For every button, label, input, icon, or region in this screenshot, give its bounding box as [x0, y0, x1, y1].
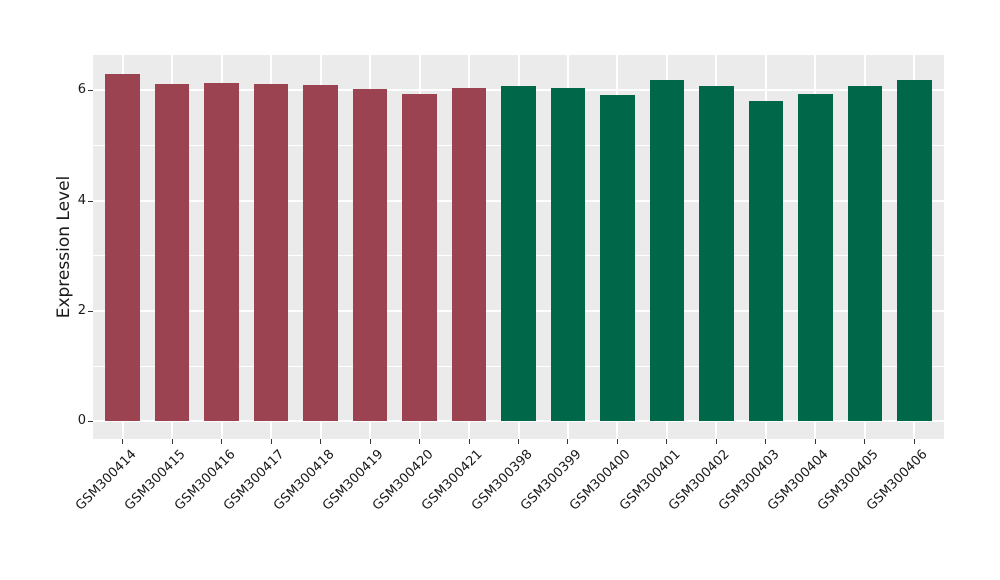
x-tick-mark: [616, 439, 618, 444]
bar: [154, 84, 190, 422]
y-tick-mark: [88, 421, 93, 423]
x-tick-mark: [221, 439, 223, 444]
y-tick-label: 4: [77, 192, 86, 208]
y-tick-mark: [88, 311, 93, 312]
bar: [451, 87, 487, 422]
bar: [748, 101, 784, 422]
x-tick-mark: [270, 439, 272, 444]
y-tick-mark: [88, 90, 93, 92]
x-tick-mark: [715, 439, 717, 444]
bar: [550, 88, 586, 422]
x-tick-mark: [419, 439, 421, 444]
x-tick-mark: [320, 439, 322, 444]
bar: [600, 94, 635, 422]
bar: [352, 89, 388, 422]
y-tick-label: 0: [77, 413, 86, 429]
bar: [253, 83, 289, 422]
bar: [303, 84, 338, 422]
bar: [204, 82, 239, 422]
bar: [501, 86, 536, 422]
y-tick-mark: [88, 200, 93, 202]
x-tick-mark: [518, 439, 519, 444]
bar: [105, 74, 140, 422]
bar: [798, 93, 833, 422]
bar: [896, 80, 932, 422]
y-tick-label: 2: [77, 303, 86, 318]
x-tick-mark: [666, 439, 668, 444]
x-tick-mark: [814, 439, 816, 444]
bar: [649, 79, 685, 422]
x-tick-mark: [369, 439, 371, 444]
x-tick-mark: [913, 439, 915, 444]
x-tick-mark: [567, 439, 569, 444]
y-tick-label: 6: [77, 82, 86, 98]
x-tick-mark: [171, 439, 173, 444]
x-tick-mark: [765, 439, 767, 444]
bar: [699, 86, 734, 422]
bar: [847, 86, 883, 422]
bar: [402, 94, 437, 422]
y-axis-title: Expression Level: [54, 175, 74, 319]
x-tick-mark: [864, 439, 866, 444]
x-tick-mark: [122, 439, 124, 444]
x-tick-mark: [468, 439, 470, 444]
plot-panel: [93, 55, 944, 439]
